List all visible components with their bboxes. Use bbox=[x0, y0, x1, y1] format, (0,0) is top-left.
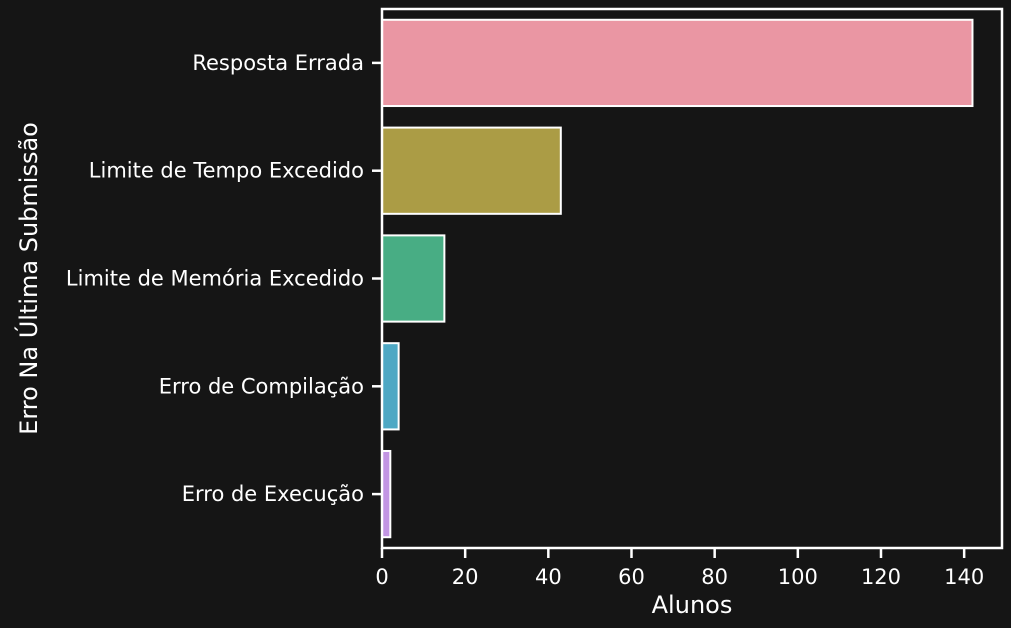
bar-2 bbox=[381, 234, 446, 323]
y-tick-label: Limite de Tempo Excedido bbox=[89, 159, 364, 183]
y-tick-label: Limite de Memória Excedido bbox=[66, 267, 364, 291]
x-tick-label: 20 bbox=[452, 565, 479, 589]
x-tick-label: 120 bbox=[861, 565, 901, 589]
bar-0 bbox=[381, 18, 974, 108]
bars-group bbox=[381, 18, 974, 539]
y-axis-ticks: Resposta Errada Limite de Tempo Excedido L… bbox=[66, 51, 382, 506]
y-tick-label: Resposta Errada bbox=[192, 51, 364, 75]
x-axis-ticks: 0 20 40 60 80 100 120 140 bbox=[375, 548, 984, 589]
x-tick-label: 80 bbox=[701, 565, 728, 589]
x-tick-label: 40 bbox=[535, 565, 562, 589]
x-tick-label: 140 bbox=[944, 565, 984, 589]
x-tick-label: 0 bbox=[375, 565, 388, 589]
x-axis-label: Alunos bbox=[652, 591, 733, 619]
y-tick-label: Erro de Compilação bbox=[159, 374, 364, 398]
y-tick-label: Erro de Execução bbox=[182, 482, 364, 506]
x-tick-label: 60 bbox=[618, 565, 645, 589]
y-axis-label: Erro Na Última Submissão bbox=[13, 122, 43, 435]
x-tick-label: 100 bbox=[778, 565, 818, 589]
bar-3 bbox=[381, 342, 400, 431]
bar-1 bbox=[381, 126, 562, 215]
